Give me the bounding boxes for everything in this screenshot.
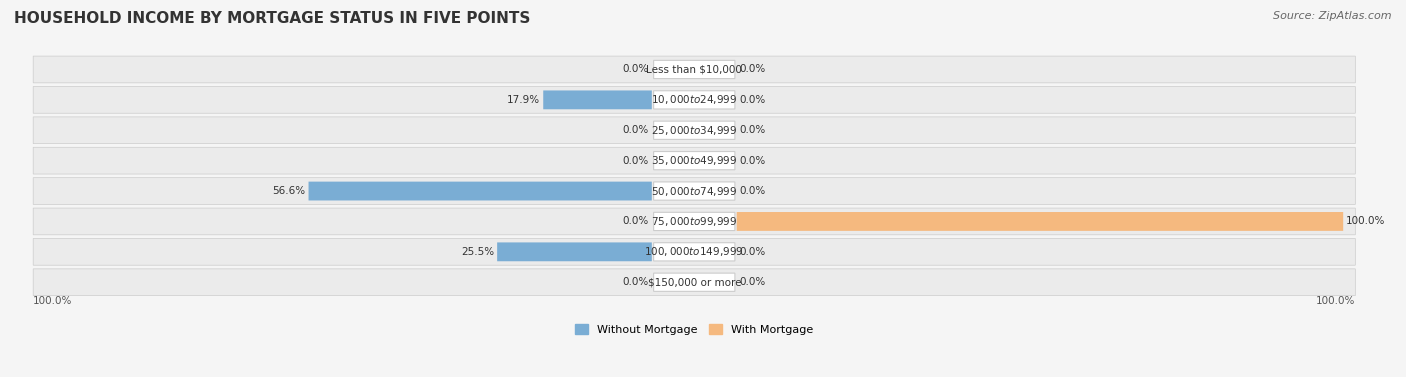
FancyBboxPatch shape xyxy=(654,273,735,291)
Text: 0.0%: 0.0% xyxy=(623,64,648,75)
FancyBboxPatch shape xyxy=(34,208,1355,235)
Text: 25.5%: 25.5% xyxy=(461,247,494,257)
FancyBboxPatch shape xyxy=(654,212,735,231)
FancyBboxPatch shape xyxy=(34,147,1355,174)
FancyBboxPatch shape xyxy=(34,117,1355,144)
Text: 0.0%: 0.0% xyxy=(623,156,648,166)
Text: $10,000 to $24,999: $10,000 to $24,999 xyxy=(651,93,737,106)
Text: 0.0%: 0.0% xyxy=(623,277,648,287)
FancyBboxPatch shape xyxy=(34,269,1355,296)
Text: 100.0%: 100.0% xyxy=(1316,296,1355,306)
FancyBboxPatch shape xyxy=(34,239,1355,265)
Text: Less than $10,000: Less than $10,000 xyxy=(647,64,742,75)
Text: 0.0%: 0.0% xyxy=(623,125,648,135)
Text: HOUSEHOLD INCOME BY MORTGAGE STATUS IN FIVE POINTS: HOUSEHOLD INCOME BY MORTGAGE STATUS IN F… xyxy=(14,11,530,26)
Text: 0.0%: 0.0% xyxy=(740,186,766,196)
Text: 0.0%: 0.0% xyxy=(740,95,766,105)
Text: 0.0%: 0.0% xyxy=(740,156,766,166)
Text: 0.0%: 0.0% xyxy=(740,125,766,135)
Text: $150,000 or more: $150,000 or more xyxy=(648,277,741,287)
FancyBboxPatch shape xyxy=(543,90,652,109)
Legend: Without Mortgage, With Mortgage: Without Mortgage, With Mortgage xyxy=(571,320,818,339)
Text: $75,000 to $99,999: $75,000 to $99,999 xyxy=(651,215,737,228)
Text: 0.0%: 0.0% xyxy=(740,64,766,75)
Text: $25,000 to $34,999: $25,000 to $34,999 xyxy=(651,124,737,137)
FancyBboxPatch shape xyxy=(34,86,1355,113)
FancyBboxPatch shape xyxy=(34,178,1355,204)
Text: 100.0%: 100.0% xyxy=(1346,216,1385,227)
FancyBboxPatch shape xyxy=(654,182,735,200)
FancyBboxPatch shape xyxy=(654,121,735,139)
Text: 0.0%: 0.0% xyxy=(740,247,766,257)
FancyBboxPatch shape xyxy=(308,182,652,201)
Text: 56.6%: 56.6% xyxy=(273,186,305,196)
Text: 17.9%: 17.9% xyxy=(508,95,540,105)
Text: 100.0%: 100.0% xyxy=(34,296,73,306)
Text: Source: ZipAtlas.com: Source: ZipAtlas.com xyxy=(1274,11,1392,21)
Text: $50,000 to $74,999: $50,000 to $74,999 xyxy=(651,185,737,198)
FancyBboxPatch shape xyxy=(654,91,735,109)
FancyBboxPatch shape xyxy=(34,56,1355,83)
Text: 0.0%: 0.0% xyxy=(623,216,648,227)
FancyBboxPatch shape xyxy=(737,212,1343,231)
FancyBboxPatch shape xyxy=(654,60,735,78)
FancyBboxPatch shape xyxy=(654,243,735,261)
Text: 0.0%: 0.0% xyxy=(740,277,766,287)
Text: $100,000 to $149,999: $100,000 to $149,999 xyxy=(644,245,744,258)
Text: $35,000 to $49,999: $35,000 to $49,999 xyxy=(651,154,737,167)
FancyBboxPatch shape xyxy=(654,152,735,170)
FancyBboxPatch shape xyxy=(498,242,652,261)
